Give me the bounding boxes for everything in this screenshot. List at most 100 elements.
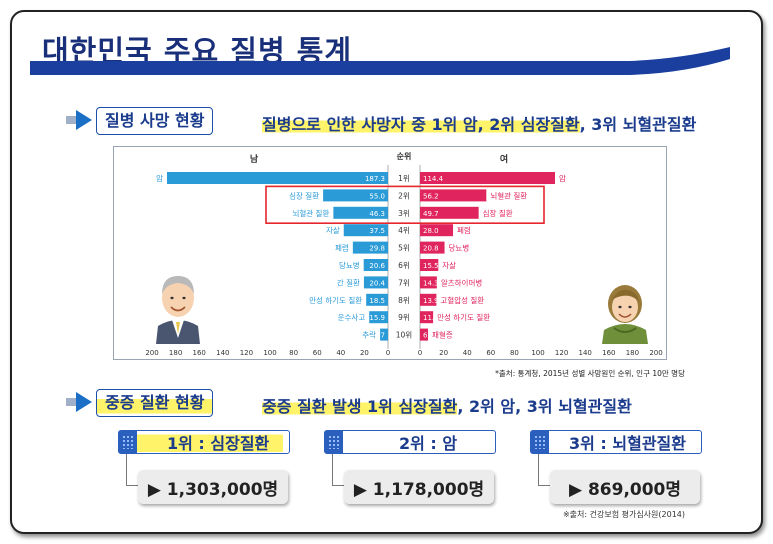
male-avatar-illustration <box>156 276 200 344</box>
section1-subtitle-sep2: , <box>579 115 592 134</box>
x-tick-label-right: 160 <box>602 349 615 357</box>
x-tick-label-left: 120 <box>240 349 253 357</box>
female-value-label: 56.2 <box>423 192 439 200</box>
x-tick-label-right: 120 <box>555 349 568 357</box>
severe-rank-value-3: ▶ 869,000명 <box>550 470 700 504</box>
female-value-label: 15.5 <box>423 262 439 270</box>
female-category-label: 알츠하이머병 <box>441 277 482 287</box>
severe-rank-label-1: 1위 : 심장질환 <box>137 430 284 454</box>
section1-subtitle-prefix: 질병으로 인한 사망자 중 <box>262 115 432 134</box>
x-tick-label-left: 100 <box>263 349 276 357</box>
female-category-label: 심장 질환 <box>483 208 513 218</box>
male-bar <box>363 276 388 289</box>
rank-connector-3 <box>538 454 550 486</box>
x-tick-label-right: 100 <box>531 349 544 357</box>
female-bar <box>420 172 555 184</box>
section1-subtitle-rank1: 1위 암 <box>431 115 478 134</box>
section2-subtitle: 중증 질환 발생 1위 심장질환, 2위 암, 3위 뇌혈관질환 <box>262 393 632 417</box>
x-tick-label-left: 200 <box>145 349 158 357</box>
female-category-label: 고혈압성 질환 <box>440 295 484 305</box>
x-tick-label-right: 80 <box>510 349 519 357</box>
male-bar <box>333 206 388 219</box>
x-tick-label-left: 40 <box>336 349 345 357</box>
rank-label: 8위 <box>398 296 410 305</box>
rank-label: 3위 <box>398 209 410 218</box>
x-tick-label-right: 180 <box>626 349 639 357</box>
male-value-label: 187.3 <box>365 175 385 183</box>
female-value-label: 49.7 <box>423 210 439 218</box>
rank-label: 10위 <box>396 331 412 340</box>
section1-arrow-icon <box>66 110 92 130</box>
male-bar <box>363 259 388 271</box>
severe-rank-value-2: ▶ 1,178,000명 <box>344 470 494 504</box>
x-tick-label-left: 180 <box>169 349 182 357</box>
x-tick-label-right: 200 <box>649 349 662 357</box>
female-avatar-illustration <box>602 285 648 344</box>
section1-label: 질병 사망 현황 <box>96 107 214 135</box>
severe-rank-label-3: 3위 : 뇌혈관질환 <box>569 434 686 453</box>
severe-rank-label-2: 2위 : 암 <box>399 434 458 453</box>
female-bar <box>420 328 429 341</box>
male-value-label: 20.4 <box>369 279 385 287</box>
male-bar <box>380 328 388 341</box>
rank2-3-highlight-box <box>265 185 545 225</box>
male-category-label: 만성 하기도 질환 <box>309 295 362 305</box>
rank-connector-2 <box>332 454 344 486</box>
female-bar <box>420 224 454 237</box>
male-bar <box>366 293 388 306</box>
female-category-label: 자살 <box>442 261 456 270</box>
section2-arrow-icon <box>66 392 92 412</box>
female-value-label: 14.3 <box>423 279 439 287</box>
rank-flag-icon <box>119 431 137 453</box>
x-tick-label-right: 20 <box>439 349 448 357</box>
female-value-label: 28.0 <box>423 227 439 235</box>
female-bar <box>420 259 439 271</box>
rank-flag-icon <box>531 431 549 453</box>
male-header: 남 <box>250 153 259 165</box>
section2-subtitle-rest: , 2위 암, 3위 뇌혈관질환 <box>457 397 632 416</box>
rank-header: 순위 <box>397 151 412 161</box>
female-category-label: 당뇨병 <box>449 243 470 253</box>
male-category-label: 폐렴 <box>335 243 349 253</box>
male-value-label: 37.5 <box>369 227 385 235</box>
rank-label: 1위 <box>398 174 410 183</box>
severe-rank-card-2: 2위 : 암 ▶ 1,178,000명 <box>324 430 504 510</box>
female-category-label: 암 <box>559 173 566 183</box>
x-tick-label-right: 140 <box>579 349 592 357</box>
male-category-label: 자살 <box>326 226 340 235</box>
female-category-label: 폐렴 <box>457 225 471 235</box>
female-bar <box>420 189 487 202</box>
severe-rank-tag-1: 1위 : 심장질환 <box>118 430 290 454</box>
male-value-label: 15.9 <box>369 314 385 322</box>
male-category-label: 당뇨병 <box>339 260 360 270</box>
section2-subtitle-prefix: 중증 질환 발생 <box>262 397 368 416</box>
title-underline-bar <box>30 47 730 75</box>
female-bar <box>420 276 437 289</box>
x-tick-label-left: 60 <box>313 349 322 357</box>
section2-subtitle-rank1: 1위 심장질환 <box>367 397 458 416</box>
female-value-label: 20.8 <box>423 245 439 253</box>
rank-label: 9위 <box>398 313 410 322</box>
severe-rank-card-3: 3위 : 뇌혈관질환 ▶ 869,000명 <box>530 430 710 510</box>
x-tick-label-left: 160 <box>193 349 206 357</box>
male-category-label: 암 <box>156 173 163 183</box>
chart-source-note: *출처: 통계청, 2015년 성별 사망원인 순위, 인구 10만 명당 <box>495 369 685 378</box>
female-bar <box>420 241 445 254</box>
rank-label: 7위 <box>398 278 410 287</box>
rank-label: 5위 <box>398 244 410 253</box>
female-header: 여 <box>500 153 508 165</box>
female-bar <box>420 311 434 324</box>
male-bar <box>352 241 388 254</box>
male-value-label: 20.6 <box>369 262 385 270</box>
severe-rank-tag-2: 2위 : 암 <box>324 430 496 454</box>
severe-rank-card-1: 1위 : 심장질환 ▶ 1,303,000명 <box>118 430 298 510</box>
section1-subtitle-sep1: , <box>477 115 490 134</box>
male-category-label: 운수사고 <box>338 313 366 322</box>
bottom-source-note: ※출처: 건강보험 평가심사원(2014) <box>562 510 685 519</box>
female-bar <box>420 293 437 306</box>
severe-rank-tag-3: 3위 : 뇌혈관질환 <box>530 430 702 454</box>
rank-label: 2위 <box>398 191 410 200</box>
female-category-label: 뇌혈관 질환 <box>490 190 527 200</box>
male-value-label: 6.7 <box>374 332 385 340</box>
